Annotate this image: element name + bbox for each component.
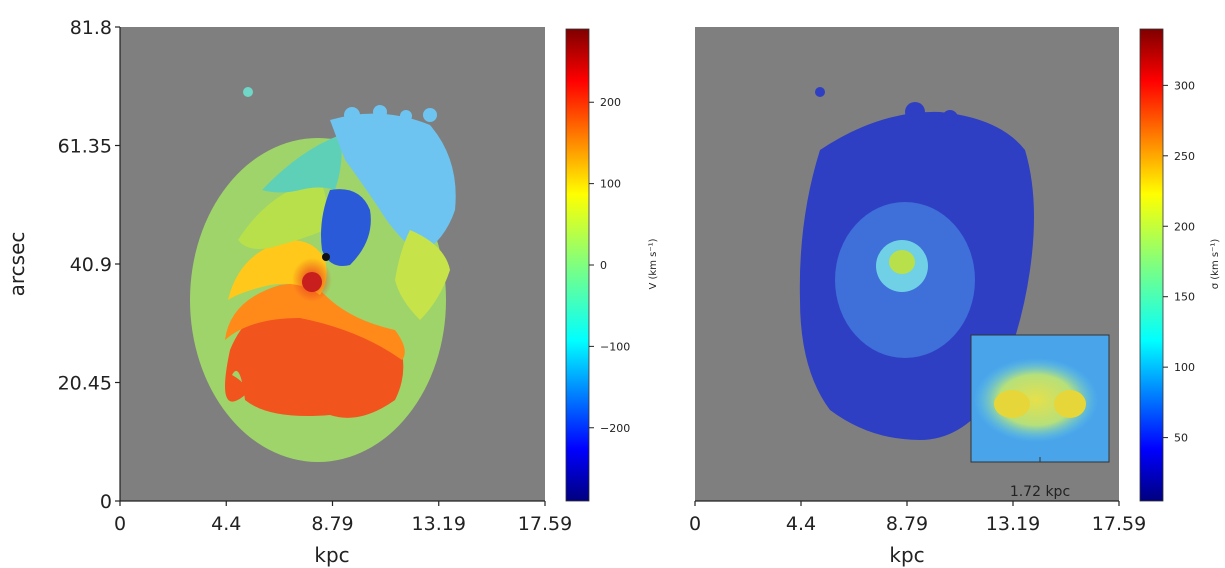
velocity-colorbar — [565, 28, 590, 502]
dispersion-x-ticks: 0 4.4 8.79 13.19 17.59 — [689, 501, 1146, 535]
dispersion-colorbar — [1139, 28, 1164, 502]
dispersion-x-tick-label: 8.79 — [886, 513, 928, 535]
dispersion-x-tick-label: 4.4 — [786, 513, 816, 535]
dispersion-colorbar-tick-label: 50 — [1174, 432, 1188, 445]
dispersion-colorbar-tick-label: 200 — [1174, 220, 1195, 233]
velocity-y-tick-label: 20.45 — [58, 373, 112, 395]
dispersion-colorbar-label: σ (km s⁻¹) — [1210, 239, 1221, 290]
velocity-colorbar-tick-label: −100 — [600, 340, 630, 353]
dispersion-x-tick-label: 0 — [689, 513, 701, 535]
velocity-y-tick-label: 61.35 — [58, 136, 112, 158]
velocity-y-ticks: 0 20.45 40.9 61.35 81.8 — [58, 17, 120, 513]
dispersion-x-label: kpc — [889, 543, 924, 567]
velocity-x-ticks: 0 4.4 8.79 13.19 17.59 — [114, 501, 572, 535]
dispersion-colorbar-ticks: 300 250 200 150 100 50 — [1163, 79, 1195, 445]
velocity-y-tick-label: 40.9 — [70, 254, 112, 276]
velocity-y-tick-label: 0 — [100, 491, 112, 513]
velocity-colorbar-label: V (km s⁻¹) — [648, 238, 659, 289]
velocity-x-tick-label: 0 — [114, 513, 126, 535]
velocity-colorbar-ticks: 200 100 0 −100 −200 — [589, 96, 630, 435]
velocity-colorbar-tick-label: −200 — [600, 422, 630, 435]
velocity-colorbar-tick-label: 200 — [600, 96, 621, 109]
dispersion-colorbar-tick-label: 250 — [1174, 150, 1195, 163]
dispersion-x-tick-label: 13.19 — [986, 513, 1040, 535]
velocity-x-label: kpc — [314, 543, 349, 567]
inset-scale-label: 1.72 kpc — [1010, 484, 1070, 500]
dispersion-colorbar-tick-label: 150 — [1174, 291, 1195, 304]
dispersion-x-tick-label: 17.59 — [1092, 513, 1146, 535]
velocity-x-tick-label: 8.79 — [311, 513, 353, 535]
velocity-x-tick-label: 13.19 — [412, 513, 466, 535]
dispersion-panel: 1.72 kpc 0 4.4 8.79 13.19 17.59 kpc 300 250 20… — [689, 27, 1221, 567]
dispersion-colorbar-tick-label: 100 — [1174, 361, 1195, 374]
velocity-colorbar-tick-label: 0 — [600, 259, 607, 272]
velocity-y-tick-label: 81.8 — [70, 17, 112, 39]
dispersion-colorbar-tick-label: 300 — [1174, 79, 1195, 92]
velocity-x-tick-label: 4.4 — [211, 513, 241, 535]
velocity-y-label: arcsec — [5, 232, 29, 297]
velocity-x-tick-label: 17.59 — [518, 513, 572, 535]
dispersion-inset: 1.72 kpc — [970, 334, 1110, 500]
velocity-colorbar-tick-label: 100 — [600, 178, 621, 191]
velocity-panel: 0 4.4 8.79 13.19 17.59 0 20.45 40.9 61.35 81.8 k… — [5, 17, 659, 567]
velocity-map-field — [190, 87, 456, 462]
